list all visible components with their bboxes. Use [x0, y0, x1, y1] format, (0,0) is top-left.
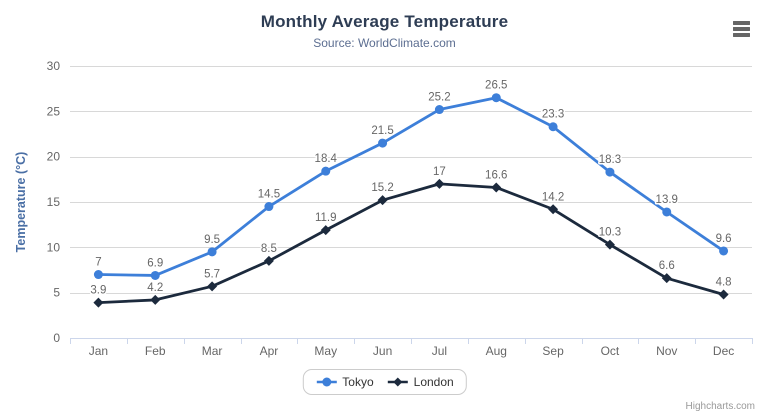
- data-label-tokyo-dec: 9.6: [716, 233, 732, 245]
- point-tokyo-aug[interactable]: [491, 93, 501, 103]
- data-label-london-oct: 10.3: [599, 227, 621, 239]
- point-tokyo-dec[interactable]: [719, 246, 729, 256]
- data-label-london-nov: 6.6: [659, 260, 675, 272]
- point-tokyo-jul[interactable]: [434, 105, 444, 115]
- point-tokyo-oct[interactable]: [605, 167, 615, 177]
- point-tokyo-may[interactable]: [321, 166, 331, 176]
- point-london-oct[interactable]: [604, 239, 615, 250]
- y-axis-label: 20: [47, 150, 61, 164]
- x-axis-label: Sep: [542, 344, 564, 358]
- y-axis-label: 30: [47, 59, 61, 73]
- series-line-tokyo: [97, 96, 725, 277]
- data-label-tokyo-may: 18.4: [315, 153, 338, 165]
- x-axis-label: Jun: [373, 344, 392, 358]
- x-axis-label: Feb: [145, 344, 166, 358]
- point-london-apr[interactable]: [263, 255, 274, 266]
- point-tokyo-jun[interactable]: [378, 138, 388, 148]
- y-axis-label: 15: [47, 195, 61, 209]
- point-london-aug[interactable]: [491, 182, 502, 193]
- chart-title: Monthly Average Temperature: [260, 12, 509, 31]
- series-markers: [93, 93, 729, 308]
- legend: Tokyo London: [302, 369, 467, 395]
- y-axis-label: 5: [53, 286, 60, 300]
- x-axis-label: May: [314, 344, 337, 358]
- data-label-tokyo-feb: 6.9: [147, 257, 163, 269]
- x-axis-label: Nov: [656, 344, 677, 358]
- point-london-jun[interactable]: [377, 195, 388, 206]
- highcharts-credits-link[interactable]: Highcharts.com: [685, 401, 755, 412]
- data-label-tokyo-jan: 7: [95, 257, 101, 269]
- london-line-diamond-marker-icon: [387, 377, 408, 387]
- y-axis-title: Temperature (°C): [14, 152, 28, 253]
- x-axis: [70, 338, 753, 344]
- point-london-nov[interactable]: [661, 273, 672, 284]
- data-label-london-feb: 4.2: [147, 282, 163, 294]
- data-label-london-may: 11.9: [315, 212, 337, 224]
- x-axis-label: Mar: [202, 344, 223, 358]
- x-axis-label: Oct: [601, 344, 620, 358]
- point-tokyo-apr[interactable]: [264, 202, 274, 212]
- point-london-jul[interactable]: [434, 178, 445, 189]
- legend-label-london: London: [413, 375, 454, 389]
- data-label-tokyo-aug: 26.5: [485, 80, 507, 92]
- y-axis-label: 10: [47, 240, 61, 254]
- y-axis-labels: 0 5 10 15 20 25 30: [47, 59, 61, 345]
- point-london-feb[interactable]: [150, 294, 161, 305]
- point-london-mar[interactable]: [207, 281, 218, 292]
- x-axis-label: Dec: [713, 344, 734, 358]
- point-london-may[interactable]: [320, 225, 331, 236]
- data-label-london-sep: 14.2: [542, 191, 564, 203]
- tokyo-line-circle-marker-icon: [316, 377, 337, 387]
- data-labels: 7 6.9 9.5 14.5 18.4 21.5 25.2 26.5 23.3 18.3 13.9 9…: [89, 78, 733, 298]
- y-axis-label: 25: [47, 104, 61, 118]
- series-line-london: [97, 182, 725, 305]
- data-label-tokyo-nov: 13.9: [656, 194, 678, 206]
- data-label-tokyo-apr: 14.5: [258, 189, 280, 201]
- data-label-london-jul: 17: [433, 166, 446, 178]
- hamburger-menu-icon: [732, 21, 750, 37]
- x-axis-label: Jul: [432, 344, 447, 358]
- data-label-tokyo-sep: 23.3: [542, 109, 564, 121]
- series-lines: [97, 96, 725, 305]
- data-label-london-apr: 8.5: [261, 243, 277, 255]
- data-label-london-jan: 3.9: [90, 285, 106, 297]
- legend-label-tokyo: Tokyo: [342, 375, 374, 389]
- x-axis-labels: Jan Feb Mar Apr May Jun Jul Aug Sep Oct Nov Dec: [89, 344, 735, 358]
- y-axis-label: 0: [53, 331, 60, 345]
- x-axis-label: Jan: [89, 344, 108, 358]
- data-label-london-jun: 15.2: [371, 182, 393, 194]
- chart-context-menu-button[interactable]: [728, 17, 754, 43]
- x-axis-label: Aug: [486, 344, 507, 358]
- point-tokyo-sep[interactable]: [548, 122, 558, 132]
- data-label-tokyo-oct: 18.3: [599, 154, 621, 166]
- x-axis-label: Apr: [260, 344, 279, 358]
- point-tokyo-mar[interactable]: [207, 247, 217, 257]
- y-gridlines: [70, 66, 752, 339]
- point-tokyo-nov[interactable]: [662, 207, 672, 217]
- data-label-tokyo-jun: 21.5: [371, 125, 393, 137]
- point-tokyo-jan[interactable]: [93, 270, 103, 280]
- chart-subtitle: Source: WorldClimate.com: [313, 36, 456, 50]
- data-label-london-aug: 16.6: [485, 169, 507, 181]
- data-label-london-dec: 4.8: [716, 276, 732, 288]
- legend-item-tokyo[interactable]: Tokyo: [315, 375, 374, 389]
- data-label-tokyo-mar: 9.5: [204, 234, 220, 246]
- point-tokyo-feb[interactable]: [150, 270, 160, 280]
- data-label-tokyo-jul: 25.2: [428, 92, 450, 104]
- point-london-jan[interactable]: [93, 297, 104, 308]
- data-label-london-mar: 5.7: [204, 268, 220, 280]
- legend-item-london[interactable]: London: [387, 375, 454, 389]
- point-london-sep[interactable]: [548, 204, 559, 215]
- point-london-dec[interactable]: [718, 289, 729, 300]
